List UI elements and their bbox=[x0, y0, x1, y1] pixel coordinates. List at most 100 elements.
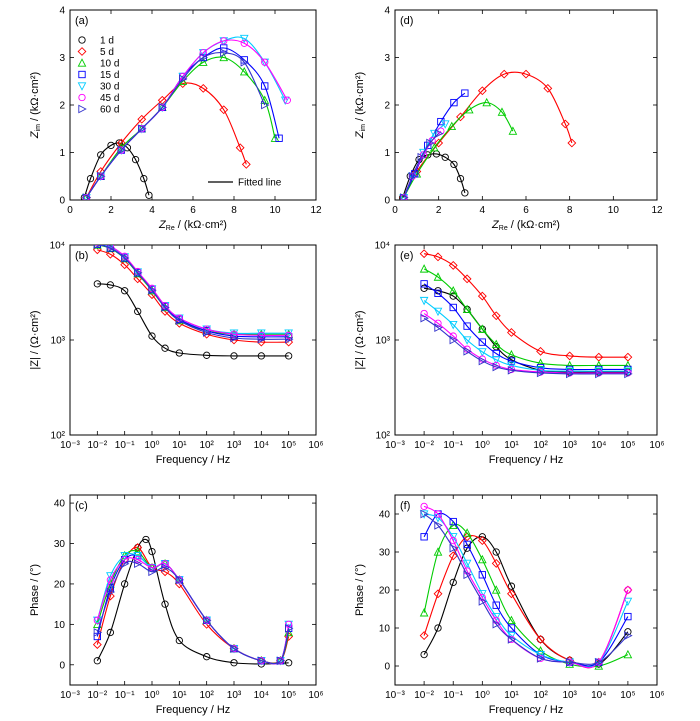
data-point-60d bbox=[161, 563, 170, 573]
data-point-1d bbox=[121, 580, 129, 588]
data-point-60d bbox=[566, 369, 575, 379]
data-point-60d bbox=[492, 619, 502, 629]
x-tick-label: 10² bbox=[533, 690, 548, 701]
data-point-1d bbox=[492, 548, 500, 556]
data-point-10d bbox=[270, 133, 280, 142]
data-point-10d bbox=[623, 649, 633, 659]
data-point-5d bbox=[521, 69, 531, 79]
data-point-60d bbox=[175, 575, 185, 585]
x-tick-label: 10⁻³ bbox=[385, 690, 405, 701]
x-tick-label: 10³ bbox=[227, 440, 242, 451]
data-point-60d bbox=[276, 656, 286, 666]
data-point-1d bbox=[107, 141, 115, 150]
data-point-5d bbox=[433, 589, 443, 599]
data-point-60d bbox=[148, 285, 157, 295]
x-axis-label: ZRe / (kΩ·cm²) bbox=[491, 219, 560, 232]
x-tick-label: 10³ bbox=[227, 690, 242, 701]
data-point-1d bbox=[420, 650, 428, 659]
x-tick-label: 10⁵ bbox=[281, 440, 296, 451]
data-point-5d bbox=[448, 260, 458, 270]
data-point-10d bbox=[464, 104, 474, 114]
data-point-10d bbox=[565, 659, 575, 668]
x-tick-label: 0 bbox=[67, 205, 73, 216]
data-point-10d bbox=[482, 97, 492, 107]
data-point-1d bbox=[93, 657, 101, 665]
panel-label: (c) bbox=[75, 500, 88, 512]
data-point-60d bbox=[230, 644, 239, 653]
series-line-10d bbox=[423, 268, 628, 367]
legend: 1 d5 d10 d15 d30 d45 d60 d Fitted line bbox=[77, 36, 282, 189]
plot-area bbox=[398, 69, 577, 200]
data-point-10d bbox=[477, 324, 487, 333]
x-tick-label: 10¹ bbox=[172, 440, 187, 451]
legend-label: 45 d bbox=[100, 93, 119, 104]
data-point-1d bbox=[175, 349, 183, 357]
data-point-60d bbox=[261, 100, 270, 110]
data-point-1d bbox=[203, 351, 211, 359]
x-tick-label: 6 bbox=[523, 205, 529, 216]
data-point-15d bbox=[492, 601, 500, 609]
data-point-5d bbox=[105, 249, 115, 259]
legend-marker bbox=[77, 58, 87, 67]
x-tick-label: 10⁴ bbox=[591, 440, 606, 451]
data-point-5d bbox=[567, 138, 577, 148]
data-point-1d bbox=[93, 280, 101, 288]
x-tick-label: 2 bbox=[108, 205, 114, 216]
data-point-5d bbox=[92, 640, 102, 650]
data-point-45d bbox=[261, 58, 269, 66]
legend-fitted-label: Fitted line bbox=[238, 178, 282, 189]
data-point-30d bbox=[623, 597, 633, 607]
data-point-15d bbox=[463, 322, 471, 330]
data-point-10d bbox=[491, 339, 501, 348]
data-point-30d bbox=[491, 356, 501, 365]
legend-label: 5 d bbox=[100, 47, 114, 58]
y-tick-label: 0 bbox=[384, 196, 390, 207]
y-tick-label: 30 bbox=[379, 548, 391, 559]
data-point-60d bbox=[158, 103, 168, 112]
data-point-30d bbox=[507, 361, 516, 371]
data-point-10d bbox=[433, 272, 443, 281]
data-point-1d bbox=[449, 292, 457, 300]
data-point-60d bbox=[148, 567, 157, 577]
y-tick-label: 3 bbox=[59, 53, 65, 64]
series-line-1d bbox=[96, 538, 289, 665]
data-point-30d bbox=[433, 307, 443, 317]
data-point-1d bbox=[257, 352, 265, 360]
data-point-15d bbox=[420, 280, 428, 288]
y-axis-label: Phase / (°) bbox=[354, 564, 366, 616]
y-tick-label: 1 bbox=[384, 148, 390, 159]
legend-marker bbox=[78, 104, 87, 114]
series-line-15d bbox=[96, 554, 290, 665]
y-tick-label: 10³ bbox=[51, 336, 66, 347]
data-point-5d bbox=[419, 631, 429, 641]
data-point-1d bbox=[434, 624, 442, 632]
data-point-10d bbox=[508, 126, 518, 135]
x-tick-label: 10⁻² bbox=[87, 690, 107, 701]
data-point-15d bbox=[449, 303, 457, 312]
series-line-30d bbox=[423, 300, 628, 372]
data-point-10d bbox=[565, 360, 575, 370]
x-tick-label: 10⁻² bbox=[414, 440, 434, 451]
x-tick-label: 10³ bbox=[562, 440, 577, 451]
data-point-10d bbox=[536, 358, 545, 367]
data-point-10d bbox=[448, 285, 458, 295]
plot-frame bbox=[394, 244, 658, 436]
x-tick-label: 12 bbox=[310, 205, 322, 216]
data-point-10d bbox=[239, 66, 249, 76]
data-point-60d bbox=[203, 615, 212, 625]
panel-label: (f) bbox=[400, 500, 410, 512]
data-point-60d bbox=[203, 328, 212, 337]
data-point-1d bbox=[148, 547, 156, 556]
data-point-60d bbox=[595, 369, 604, 379]
data-point-5d bbox=[235, 143, 245, 153]
data-point-30d bbox=[440, 120, 450, 129]
data-point-60d bbox=[134, 268, 143, 278]
data-point-60d bbox=[285, 334, 294, 344]
data-point-15d bbox=[437, 117, 445, 126]
data-point-5d bbox=[434, 138, 444, 148]
data-point-60d bbox=[507, 635, 517, 644]
data-point-60d bbox=[492, 362, 502, 372]
y-tick-label: 20 bbox=[379, 586, 391, 597]
data-point-60d bbox=[624, 369, 633, 379]
data-point-5d bbox=[284, 337, 294, 347]
